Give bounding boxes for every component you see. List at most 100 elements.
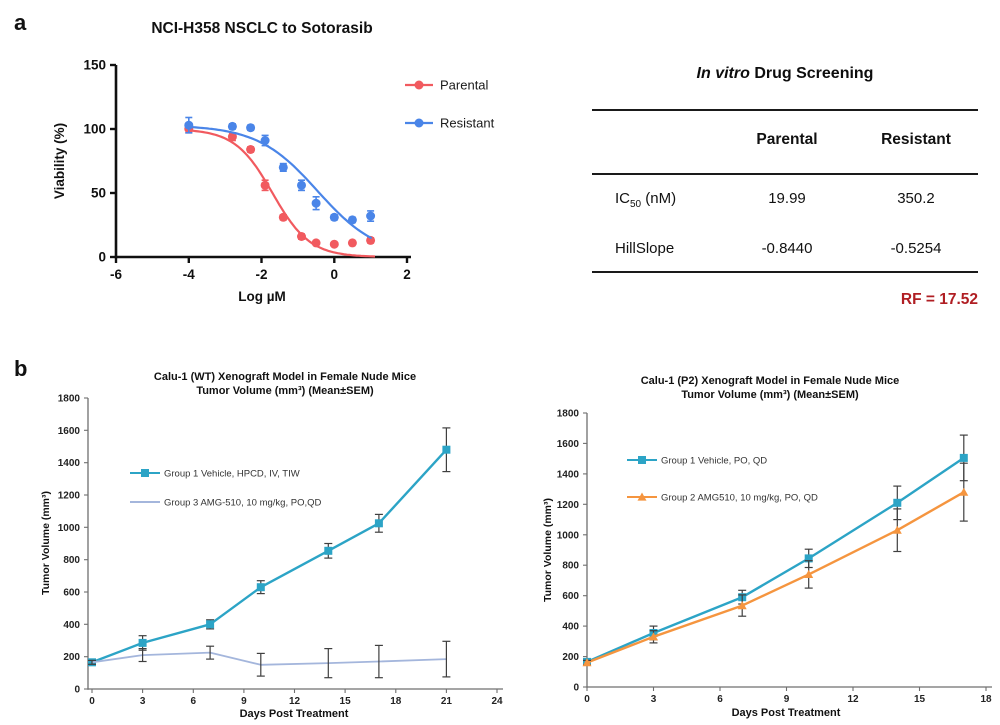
legend-item-group-3-amg-510-10-mg-kg-po-qd: Group 3 AMG-510, 10 mg/kg, PO,QD bbox=[130, 497, 321, 508]
error-bar bbox=[256, 652, 265, 677]
col-header-parental: Parental bbox=[756, 131, 818, 148]
y-tick-label: 0 bbox=[74, 685, 80, 696]
data-point-marker bbox=[184, 120, 194, 130]
x-tick-label: 18 bbox=[390, 696, 402, 707]
table-title-italic: In vitro bbox=[696, 65, 750, 82]
y-tick-label: 200 bbox=[562, 652, 579, 663]
table-rule-bottom bbox=[592, 271, 978, 273]
series-group-1-vehicle-hpcd-iv-tiw bbox=[88, 427, 451, 667]
series-group-2-amg510-10-mg-kg-po-qd bbox=[582, 462, 969, 667]
x-tick-label: 24 bbox=[491, 696, 503, 707]
x-tick-label: 6 bbox=[191, 696, 197, 707]
data-point-marker bbox=[246, 123, 256, 133]
x-tick-label: -4 bbox=[183, 267, 195, 282]
legend-label: Group 1 Vehicle, PO, QD bbox=[661, 455, 767, 466]
legend-item-group-2-amg510-10-mg-kg-po-qd: Group 2 AMG510, 10 mg/kg, PO, QD bbox=[627, 492, 818, 503]
series-line bbox=[91, 651, 447, 666]
data-point-marker bbox=[297, 180, 306, 190]
x-tick-label: 3 bbox=[651, 694, 657, 705]
x-tick-label: 15 bbox=[914, 694, 926, 705]
chart-title: NCI-H358 NSCLC to Sotorasib bbox=[151, 20, 372, 37]
chart-title-line2: Tumor Volume (mm³) (Mean±SEM) bbox=[196, 385, 374, 397]
col-header-resistant: Resistant bbox=[881, 131, 951, 148]
error-bar bbox=[138, 648, 147, 663]
legend-item-resistant: Resistant bbox=[405, 116, 495, 131]
chart-title-line1: Calu-1 (P2) Xenograft Model in Female Nu… bbox=[641, 375, 900, 387]
error-bar bbox=[374, 644, 383, 679]
y-tick-label: 0 bbox=[98, 250, 106, 265]
data-point-marker bbox=[442, 445, 451, 454]
y-tick-label: 50 bbox=[91, 186, 106, 201]
x-tick-label: 3 bbox=[140, 696, 146, 707]
data-point-marker bbox=[737, 601, 747, 610]
ic50-resistant-value: 350.2 bbox=[897, 190, 935, 207]
data-point-marker bbox=[804, 554, 813, 563]
data-point-marker bbox=[260, 136, 270, 145]
data-point-marker bbox=[227, 121, 237, 131]
data-point-marker bbox=[256, 583, 265, 592]
x-tick-label: 9 bbox=[241, 696, 247, 707]
y-tick-label: 1400 bbox=[58, 458, 81, 469]
table-title: In vitro Drug Screening bbox=[592, 65, 978, 83]
x-tick-label: 12 bbox=[847, 694, 859, 705]
data-point-marker bbox=[347, 238, 357, 248]
data-point-marker bbox=[366, 235, 376, 245]
data-point-marker bbox=[804, 569, 814, 578]
data-point-marker bbox=[206, 620, 215, 629]
data-point-marker bbox=[297, 232, 306, 241]
legend-item-parental: Parental bbox=[405, 78, 489, 93]
xenograft-wt-chart: 0 3 6 9 12 15 18 21 24 0 200 400 600 800 1000 1200 1400 1… bbox=[40, 371, 503, 720]
data-point-marker bbox=[311, 238, 321, 248]
x-axis-label: Days Post Treatment bbox=[240, 708, 349, 720]
data-point-marker bbox=[329, 212, 339, 222]
legend: Group 1 Vehicle, PO, QD Group 2 AMG510, 1… bbox=[627, 455, 818, 503]
data-point-marker bbox=[347, 215, 357, 225]
y-tick-label: 1000 bbox=[557, 530, 580, 541]
data-point-marker bbox=[227, 132, 237, 142]
panel-b-label: b bbox=[14, 356, 28, 381]
data-point-marker bbox=[374, 519, 383, 528]
legend-label: Group 2 AMG510, 10 mg/kg, PO, QD bbox=[661, 492, 818, 503]
x-tick-label: 15 bbox=[340, 696, 352, 707]
x-tick-label: 21 bbox=[441, 696, 453, 707]
legend-label: Group 3 AMG-510, 10 mg/kg, PO,QD bbox=[164, 497, 321, 508]
axes: 0 3 6 9 12 15 18 0 200 400 600 800 1000 1200 1400 1600 1… bbox=[557, 409, 992, 705]
y-tick-label: 1600 bbox=[557, 439, 580, 450]
series-resistant bbox=[184, 116, 376, 240]
x-tick-label: 0 bbox=[89, 696, 95, 707]
x-tick-label: -2 bbox=[255, 267, 267, 282]
row-label-ic50: IC50 (nM) bbox=[615, 190, 677, 210]
data-point-marker bbox=[246, 145, 256, 154]
series-parental bbox=[184, 124, 376, 258]
x-tick-label: 6 bbox=[717, 694, 723, 705]
data-point-marker bbox=[582, 658, 592, 667]
chart-title-line2: Tumor Volume (mm³) (Mean±SEM) bbox=[681, 389, 859, 401]
data-point-marker bbox=[278, 212, 288, 222]
data-point-marker bbox=[141, 469, 149, 477]
series-group-3-amg-510-10-mg-kg-po-qd bbox=[88, 640, 451, 679]
x-axis-label: Days Post Treatment bbox=[732, 707, 841, 719]
axes: 0 3 6 9 12 15 18 21 24 0 200 400 600 800 1000 1200 1400 1… bbox=[58, 394, 503, 707]
y-axis-label: Viability (%) bbox=[52, 123, 67, 199]
panel-a-label: a bbox=[14, 10, 27, 35]
y-tick-label: 1800 bbox=[557, 409, 580, 420]
data-point-marker bbox=[959, 487, 969, 496]
x-tick-label: 0 bbox=[331, 267, 339, 282]
legend-label: Resistant bbox=[440, 116, 495, 131]
error-bar bbox=[324, 648, 333, 679]
data-point-marker bbox=[637, 492, 647, 501]
data-point-marker bbox=[959, 453, 968, 462]
y-tick-label: 400 bbox=[562, 622, 579, 633]
y-tick-label: 1200 bbox=[557, 500, 580, 511]
data-point-marker bbox=[329, 239, 339, 249]
x-tick-label: -6 bbox=[110, 267, 122, 282]
fit-curve bbox=[188, 129, 376, 258]
table-rule-top bbox=[592, 109, 978, 111]
y-tick-label: 400 bbox=[63, 620, 80, 631]
series-line bbox=[586, 456, 965, 664]
y-tick-label: 1600 bbox=[58, 426, 81, 437]
error-bar bbox=[442, 640, 451, 678]
data-point-marker bbox=[892, 525, 902, 534]
y-tick-label: 800 bbox=[63, 555, 80, 566]
dose-response-chart: -6 -4 -2 0 2 0 50 100 150 NCI-H358 NSCLC to Sotor… bbox=[52, 20, 495, 304]
